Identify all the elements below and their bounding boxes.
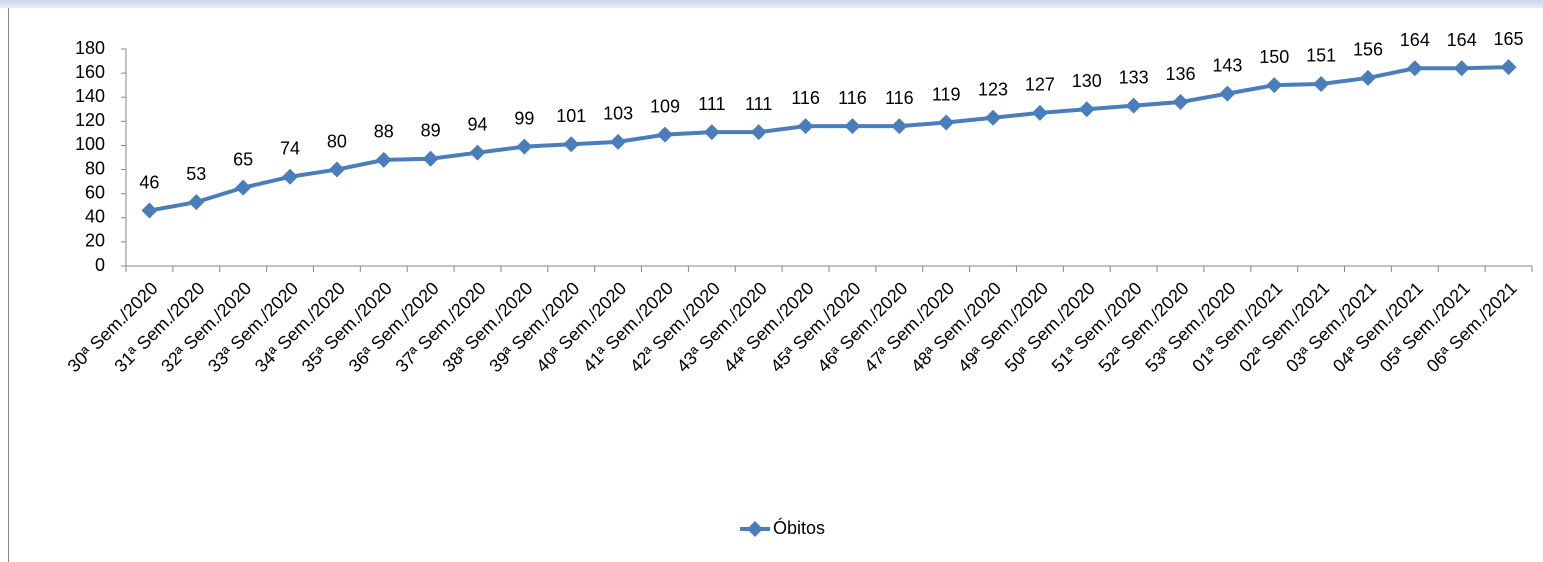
marker [844, 118, 861, 135]
data-label: 111 [745, 94, 772, 114]
marker [985, 109, 1002, 126]
data-label: 116 [791, 88, 820, 108]
data-label: 88 [374, 122, 394, 142]
marker [1406, 60, 1423, 77]
data-label: 123 [978, 79, 1008, 99]
marker [1266, 77, 1283, 94]
marker [938, 114, 955, 131]
data-label: 133 [1119, 67, 1149, 87]
marker [1031, 104, 1048, 121]
marker [703, 124, 720, 141]
data-label: 94 [467, 114, 487, 134]
data-label: 101 [556, 106, 586, 126]
data-label: 111 [698, 94, 725, 114]
data-label: 80 [327, 131, 347, 151]
series-line [149, 65, 1509, 213]
y-tick-label: 160 [75, 62, 105, 82]
marker [610, 133, 627, 150]
data-label: 119 [932, 84, 961, 104]
y-tick-label: 0 [95, 255, 105, 275]
data-label: 99 [514, 108, 534, 128]
data-label: 150 [1259, 47, 1289, 67]
marker [1172, 94, 1189, 111]
marker [469, 144, 486, 161]
marker [422, 150, 439, 167]
marker [235, 179, 252, 196]
marker [891, 118, 908, 135]
marker [1219, 85, 1236, 102]
marker [563, 136, 580, 153]
data-label: 143 [1212, 55, 1242, 75]
y-tick-label: 120 [75, 110, 105, 130]
y-tick-label: 140 [75, 86, 105, 106]
data-label: 164 [1447, 30, 1477, 50]
marker [1125, 97, 1142, 114]
data-label: 109 [650, 96, 680, 116]
legend-marker [747, 521, 763, 537]
data-label: 136 [1165, 64, 1195, 84]
data-label: 130 [1072, 71, 1102, 91]
marker [188, 194, 205, 211]
data-label: 116 [885, 88, 914, 108]
data-label: 156 [1353, 40, 1383, 60]
data-label: 164 [1400, 30, 1430, 50]
data-label: 116 [838, 88, 867, 108]
marker [1453, 60, 1470, 77]
legend-label: Óbitos [773, 517, 825, 538]
marker [797, 118, 814, 135]
marker [1500, 59, 1517, 76]
data-label: 127 [1025, 75, 1055, 95]
data-label: 89 [421, 120, 441, 140]
marker [1359, 69, 1376, 86]
marker [1078, 101, 1095, 118]
marker [750, 124, 767, 141]
window-band [0, 0, 1543, 8]
data-label: 65 [233, 149, 253, 169]
y-tick-label: 20 [85, 231, 105, 251]
data-label: 103 [603, 104, 633, 124]
marker [282, 168, 299, 185]
marker [1313, 75, 1330, 92]
y-tick-label: 40 [85, 207, 105, 227]
marker [328, 161, 345, 178]
y-tick-label: 80 [85, 158, 105, 178]
y-tick-label: 180 [75, 38, 105, 58]
data-label: 46 [139, 172, 159, 192]
data-label: 151 [1306, 46, 1336, 66]
marker [375, 151, 392, 168]
y-tick-label: 60 [85, 182, 105, 202]
marker [656, 126, 673, 143]
data-label: 74 [280, 139, 300, 159]
y-tick-label: 100 [75, 134, 105, 154]
marker [516, 138, 533, 155]
marker [141, 202, 158, 219]
data-label: 165 [1494, 29, 1524, 49]
data-label: 53 [186, 164, 206, 184]
